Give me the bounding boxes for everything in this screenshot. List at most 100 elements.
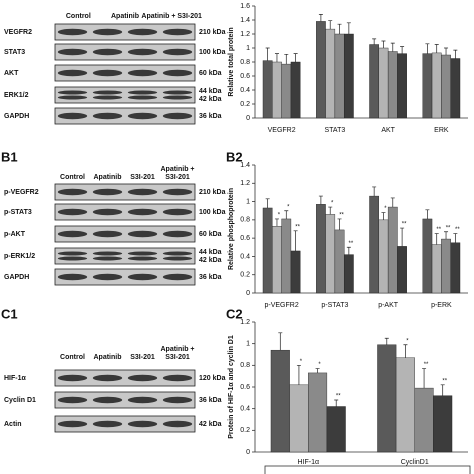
y-tick-label: 0.4	[240, 253, 250, 260]
blot-strip	[54, 23, 196, 41]
error-bar	[444, 47, 449, 55]
kda-label: 60 kDa	[199, 70, 222, 77]
error-bar	[346, 246, 351, 255]
bar	[262, 60, 273, 119]
x-tick-label: p-AKT	[378, 302, 399, 309]
y-axis-label: Relative phosphoprotein	[228, 188, 235, 270]
blot-band	[57, 69, 88, 77]
bar	[369, 44, 380, 119]
error-bar	[434, 233, 439, 245]
row-label: ERK1/2	[4, 92, 29, 99]
blot-band	[92, 69, 123, 77]
blot-strip	[54, 268, 196, 286]
bar	[378, 47, 389, 119]
blot-band	[57, 95, 88, 100]
blot-band	[162, 90, 193, 95]
error-bar	[337, 218, 342, 230]
significance-mark: *	[406, 338, 409, 344]
y-tick-label: 0	[246, 290, 250, 297]
error-bar	[444, 231, 449, 240]
error-bar	[328, 206, 333, 215]
significance-mark: **	[442, 378, 447, 384]
blot-band	[162, 95, 193, 100]
blot-band	[162, 420, 193, 428]
blot-band	[162, 28, 193, 36]
blot-band	[127, 251, 158, 256]
row-label: VEGFR2	[4, 29, 32, 36]
error-bar	[425, 209, 430, 219]
blot-strip	[54, 415, 196, 433]
blot-band	[57, 48, 88, 56]
blot-band	[92, 188, 123, 196]
significance-mark: **	[436, 227, 441, 233]
blot-band	[92, 48, 123, 56]
blot-band	[127, 420, 158, 428]
kda-label: 100 kDa	[199, 209, 226, 216]
row-label: AKT	[4, 70, 19, 77]
significance-mark: **	[402, 222, 407, 228]
bar	[325, 28, 336, 119]
kda-label: 44 kDa	[199, 88, 222, 95]
blot-band	[57, 396, 88, 404]
bar	[397, 53, 407, 119]
significance-mark: *	[287, 204, 290, 210]
error-bar	[274, 218, 279, 227]
error-bar	[334, 399, 339, 407]
significance-mark: **	[349, 241, 354, 247]
blot-strip	[54, 369, 196, 387]
blot-band	[57, 420, 88, 428]
significance-mark: *	[278, 213, 281, 219]
x-tick-label: STAT3	[325, 127, 346, 134]
x-tick-label: CyclinD1	[401, 459, 429, 466]
kda-label: 42 kDa	[199, 96, 222, 103]
y-tick-label: 0.6	[240, 384, 250, 391]
y-tick-label: 1.4	[240, 162, 250, 169]
y-tick-label: 1.6	[240, 3, 250, 10]
lane-header: Apatinib +	[160, 166, 194, 173]
significance-mark: **	[339, 213, 344, 219]
y-tick-label: 0.4	[240, 406, 250, 413]
error-bar	[284, 210, 289, 219]
blot-band	[92, 230, 123, 238]
error-bar	[265, 47, 270, 61]
error-bar	[372, 38, 377, 45]
blot-strip	[54, 247, 196, 265]
row-label: p-VEGFR2	[4, 189, 39, 196]
bar	[270, 349, 290, 453]
bar	[290, 250, 301, 294]
row-label: Actin	[4, 421, 22, 428]
error-bar	[390, 42, 395, 52]
x-tick-label: ERK	[434, 127, 449, 134]
blot-band	[127, 48, 158, 56]
error-bar	[425, 43, 430, 54]
x-tick-label: HIF-1α	[297, 459, 319, 466]
y-tick-label: 1.2	[240, 180, 250, 187]
bar	[343, 33, 354, 119]
blot-band	[127, 273, 158, 281]
y-axis-label: Relative total protein	[228, 27, 235, 96]
blot-band	[162, 69, 193, 77]
blot-band	[162, 251, 193, 256]
kda-label: 210 kDa	[199, 29, 226, 36]
blot-band	[57, 230, 88, 238]
panel-label: C1	[1, 306, 18, 321]
row-label: STAT3	[4, 49, 25, 56]
bar	[289, 384, 309, 453]
blot-band	[57, 273, 88, 281]
error-bar	[384, 337, 389, 345]
row-label: Cyclin D1	[4, 397, 36, 404]
blot-band	[127, 28, 158, 36]
y-tick-label: 0.6	[240, 73, 250, 80]
bar	[441, 238, 451, 294]
blot-strip	[54, 183, 196, 201]
error-bar	[453, 233, 458, 243]
y-tick-label: 0.4	[240, 87, 250, 94]
y-tick-label: 0.8	[240, 59, 250, 66]
blot-band	[162, 112, 193, 120]
blot-band	[127, 230, 158, 238]
bar	[387, 51, 398, 119]
blot-band	[92, 273, 123, 281]
error-bar	[284, 53, 289, 65]
bar	[343, 254, 354, 294]
